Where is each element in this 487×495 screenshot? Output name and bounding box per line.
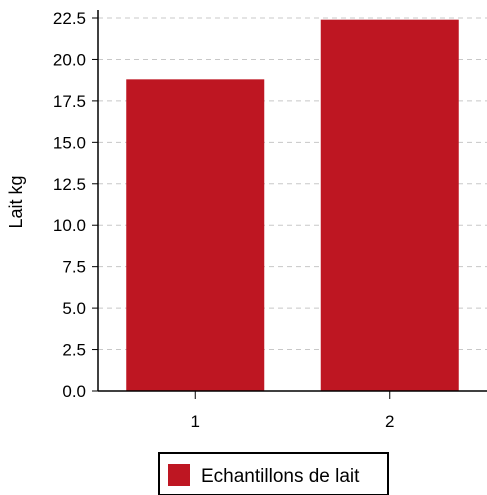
y-tick-label: 10.0: [53, 216, 86, 235]
y-tick-label: 7.5: [62, 258, 86, 277]
legend-swatch: [168, 464, 190, 486]
y-tick-label: 5.0: [62, 299, 86, 318]
y-tick-label: 12.5: [53, 175, 86, 194]
y-tick-label: 22.5: [53, 9, 86, 28]
y-tick-label: 2.5: [62, 341, 86, 360]
x-tick-label: 1: [191, 412, 200, 431]
legend-frame: [158, 452, 389, 495]
bar-1: [126, 79, 265, 392]
legend-label: Echantillons de lait: [201, 466, 360, 487]
y-tick-label: 0.0: [62, 382, 86, 401]
x-tick-label: 2: [385, 412, 394, 431]
y-tick-labels: 0.0 2.5 5.0 7.5 10.0 12.5 15.0 17.5 20.0 22.5: [53, 9, 86, 401]
axes: [92, 10, 487, 399]
y-axis-title: Lait kg: [6, 175, 26, 228]
y-tick-label: 17.5: [53, 92, 86, 111]
legend: Echantillons de lait: [158, 452, 389, 495]
bars: [126, 19, 459, 392]
bar-2: [320, 19, 459, 392]
y-tick-label: 15.0: [53, 133, 86, 152]
y-tick-label: 20.0: [53, 50, 86, 69]
